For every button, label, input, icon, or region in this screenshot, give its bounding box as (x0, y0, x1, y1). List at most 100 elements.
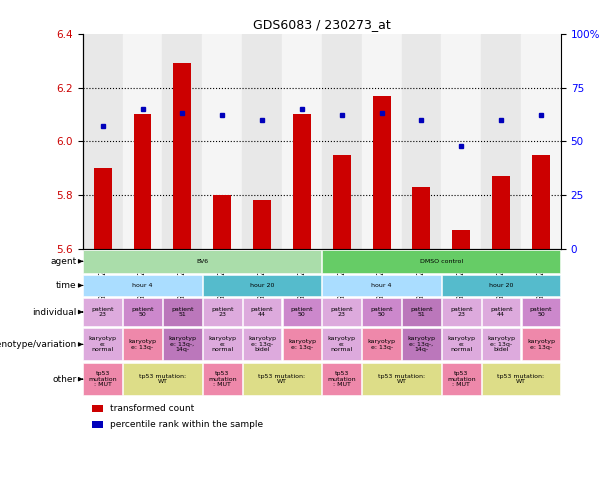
Text: time: time (56, 281, 77, 290)
Text: hour 20: hour 20 (489, 283, 513, 288)
Bar (402, 328, 441, 360)
Bar (283, 298, 321, 326)
Bar (362, 328, 401, 360)
Bar (123, 298, 162, 326)
Text: tp53
mutation
: MUT: tp53 mutation : MUT (447, 371, 476, 387)
Text: agent: agent (50, 257, 77, 266)
Text: karyotyp
e: 13q-
bidel: karyotyp e: 13q- bidel (487, 337, 515, 352)
Bar (442, 363, 481, 395)
Text: tp53 mutation:
WT: tp53 mutation: WT (139, 374, 186, 384)
Text: patient
50: patient 50 (291, 307, 313, 317)
Bar (83, 363, 122, 395)
Text: hour 4: hour 4 (371, 283, 392, 288)
Text: patient
44: patient 44 (490, 307, 512, 317)
Bar (322, 34, 362, 249)
Bar (123, 363, 202, 395)
Text: tp53
mutation
: MUT: tp53 mutation : MUT (208, 371, 237, 387)
Text: hour 4: hour 4 (132, 283, 153, 288)
Bar (293, 114, 311, 249)
Bar (482, 363, 560, 395)
Bar (123, 34, 162, 249)
Bar (203, 328, 242, 360)
Bar (173, 63, 191, 249)
Bar (482, 328, 520, 360)
Bar (521, 34, 561, 249)
Text: transformed count: transformed count (110, 404, 194, 413)
Bar (402, 298, 441, 326)
Bar (242, 34, 282, 249)
Bar (322, 328, 361, 360)
Bar (94, 168, 112, 249)
Text: other: other (52, 375, 77, 384)
Bar (442, 275, 560, 296)
Bar (83, 275, 202, 296)
Bar (373, 96, 390, 249)
Text: tp53
mutation
: MUT: tp53 mutation : MUT (88, 371, 117, 387)
Text: genotype/variation: genotype/variation (0, 340, 77, 349)
Title: GDS6083 / 230273_at: GDS6083 / 230273_at (253, 18, 390, 31)
Bar (532, 155, 550, 249)
Bar (203, 298, 242, 326)
Text: tp53 mutation:
WT: tp53 mutation: WT (378, 374, 425, 384)
Text: individual: individual (32, 308, 77, 316)
Bar (482, 298, 520, 326)
Bar (83, 34, 123, 249)
Text: patient
23: patient 23 (330, 307, 353, 317)
Text: karyotyp
e: 13q-: karyotyp e: 13q- (288, 339, 316, 350)
Text: karyotyp
e: 13q-
bidel: karyotyp e: 13q- bidel (248, 337, 276, 352)
Text: patient
51: patient 51 (410, 307, 433, 317)
Bar (83, 328, 122, 360)
Bar (322, 298, 361, 326)
Text: karyotyp
e:
normal: karyotyp e: normal (89, 337, 116, 352)
Text: patient
50: patient 50 (370, 307, 393, 317)
Bar (83, 298, 122, 326)
Bar (203, 363, 242, 395)
Bar (322, 363, 361, 395)
Bar (92, 421, 103, 428)
Text: patient
23: patient 23 (450, 307, 473, 317)
Bar (522, 328, 560, 360)
Bar (333, 155, 351, 249)
Bar (452, 230, 470, 249)
Bar (442, 298, 481, 326)
Bar (213, 195, 231, 249)
Bar (362, 34, 402, 249)
Bar (322, 275, 441, 296)
Text: karyotyp
e:
normal: karyotyp e: normal (447, 337, 475, 352)
Text: hour 20: hour 20 (250, 283, 274, 288)
Text: patient
23: patient 23 (91, 307, 114, 317)
Text: tp53
mutation
: MUT: tp53 mutation : MUT (327, 371, 356, 387)
Text: tp53 mutation:
WT: tp53 mutation: WT (498, 374, 544, 384)
Bar (362, 363, 441, 395)
Bar (282, 34, 322, 249)
Bar (163, 328, 202, 360)
Bar (134, 114, 151, 249)
Bar (413, 187, 430, 249)
Text: tp53 mutation:
WT: tp53 mutation: WT (259, 374, 305, 384)
Bar (362, 298, 401, 326)
Text: karyotyp
e: 13q-: karyotyp e: 13q- (368, 339, 395, 350)
Text: patient
50: patient 50 (530, 307, 552, 317)
Text: karyotyp
e:
normal: karyotyp e: normal (328, 337, 356, 352)
Bar (492, 176, 510, 249)
Text: patient
50: patient 50 (131, 307, 154, 317)
Text: karyotyp
e: 13q-,
14q-: karyotyp e: 13q-, 14q- (169, 337, 196, 352)
Text: patient
23: patient 23 (211, 307, 234, 317)
Bar (123, 328, 162, 360)
Text: karyotyp
e: 13q-: karyotyp e: 13q- (527, 339, 555, 350)
Text: BV6: BV6 (196, 259, 208, 264)
Bar (163, 298, 202, 326)
Text: karyotyp
e: 13q-: karyotyp e: 13q- (129, 339, 156, 350)
Bar (522, 298, 560, 326)
Bar (481, 34, 521, 249)
Text: karyotyp
e:
normal: karyotyp e: normal (208, 337, 236, 352)
Bar (243, 328, 281, 360)
Text: patient
51: patient 51 (171, 307, 194, 317)
Text: DMSO control: DMSO control (420, 259, 463, 264)
Bar (203, 275, 321, 296)
Bar (92, 405, 103, 412)
Bar (243, 298, 281, 326)
Text: patient
44: patient 44 (251, 307, 273, 317)
Bar (322, 250, 560, 273)
Bar (202, 34, 242, 249)
